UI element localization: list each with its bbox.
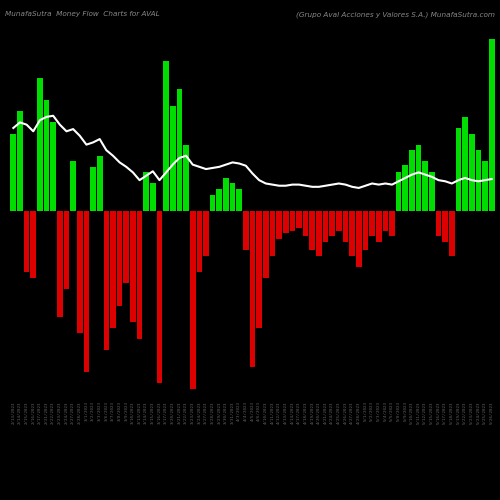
Bar [276, 211, 282, 239]
Bar [350, 211, 355, 256]
Bar [216, 189, 222, 211]
Bar [256, 211, 262, 328]
Text: (Grupo Aval Acciones y Valores S.A.) MunafaSutra.com: (Grupo Aval Acciones y Valores S.A.) Mun… [296, 11, 495, 18]
Bar [130, 211, 136, 322]
Bar [396, 172, 402, 211]
Bar [97, 156, 102, 211]
Bar [422, 162, 428, 211]
Bar [30, 211, 36, 278]
Bar [250, 211, 256, 366]
Bar [303, 211, 308, 236]
Bar [44, 100, 50, 211]
Bar [64, 211, 70, 289]
Bar [90, 167, 96, 211]
Bar [296, 211, 302, 228]
Bar [356, 211, 362, 267]
Bar [336, 211, 342, 231]
Bar [482, 162, 488, 211]
Bar [376, 211, 382, 242]
Bar [476, 150, 481, 211]
Bar [290, 211, 295, 231]
Bar [469, 134, 474, 211]
Bar [370, 211, 375, 236]
Bar [323, 211, 328, 242]
Bar [190, 211, 196, 389]
Bar [283, 211, 288, 234]
Bar [164, 62, 169, 211]
Bar [402, 164, 408, 211]
Bar [124, 211, 129, 284]
Bar [203, 211, 209, 256]
Bar [442, 211, 448, 242]
Bar [270, 211, 276, 256]
Bar [176, 89, 182, 211]
Bar [37, 78, 43, 211]
Bar [409, 150, 415, 211]
Bar [243, 211, 248, 250]
Bar [310, 211, 315, 250]
Bar [144, 172, 149, 211]
Bar [362, 211, 368, 250]
Bar [230, 184, 235, 211]
Bar [24, 211, 30, 272]
Bar [183, 144, 189, 211]
Bar [57, 211, 62, 316]
Bar [342, 211, 348, 242]
Bar [110, 211, 116, 328]
Bar [456, 128, 462, 211]
Bar [10, 134, 16, 211]
Bar [117, 211, 122, 306]
Bar [50, 122, 56, 211]
Bar [263, 211, 268, 278]
Bar [429, 172, 434, 211]
Bar [17, 112, 23, 211]
Bar [223, 178, 228, 211]
Bar [489, 39, 494, 211]
Bar [136, 211, 142, 339]
Bar [170, 106, 175, 211]
Bar [77, 211, 82, 334]
Bar [316, 211, 322, 256]
Bar [236, 189, 242, 211]
Bar [196, 211, 202, 272]
Bar [70, 162, 76, 211]
Bar [84, 211, 89, 372]
Text: MunafaSutra  Money Flow  Charts for AVAL: MunafaSutra Money Flow Charts for AVAL [5, 11, 160, 17]
Bar [449, 211, 454, 256]
Bar [104, 211, 109, 350]
Bar [150, 184, 156, 211]
Bar [389, 211, 395, 236]
Bar [416, 144, 422, 211]
Bar [382, 211, 388, 231]
Bar [156, 211, 162, 384]
Bar [330, 211, 335, 236]
Bar [462, 117, 468, 211]
Bar [210, 194, 216, 211]
Bar [436, 211, 442, 236]
